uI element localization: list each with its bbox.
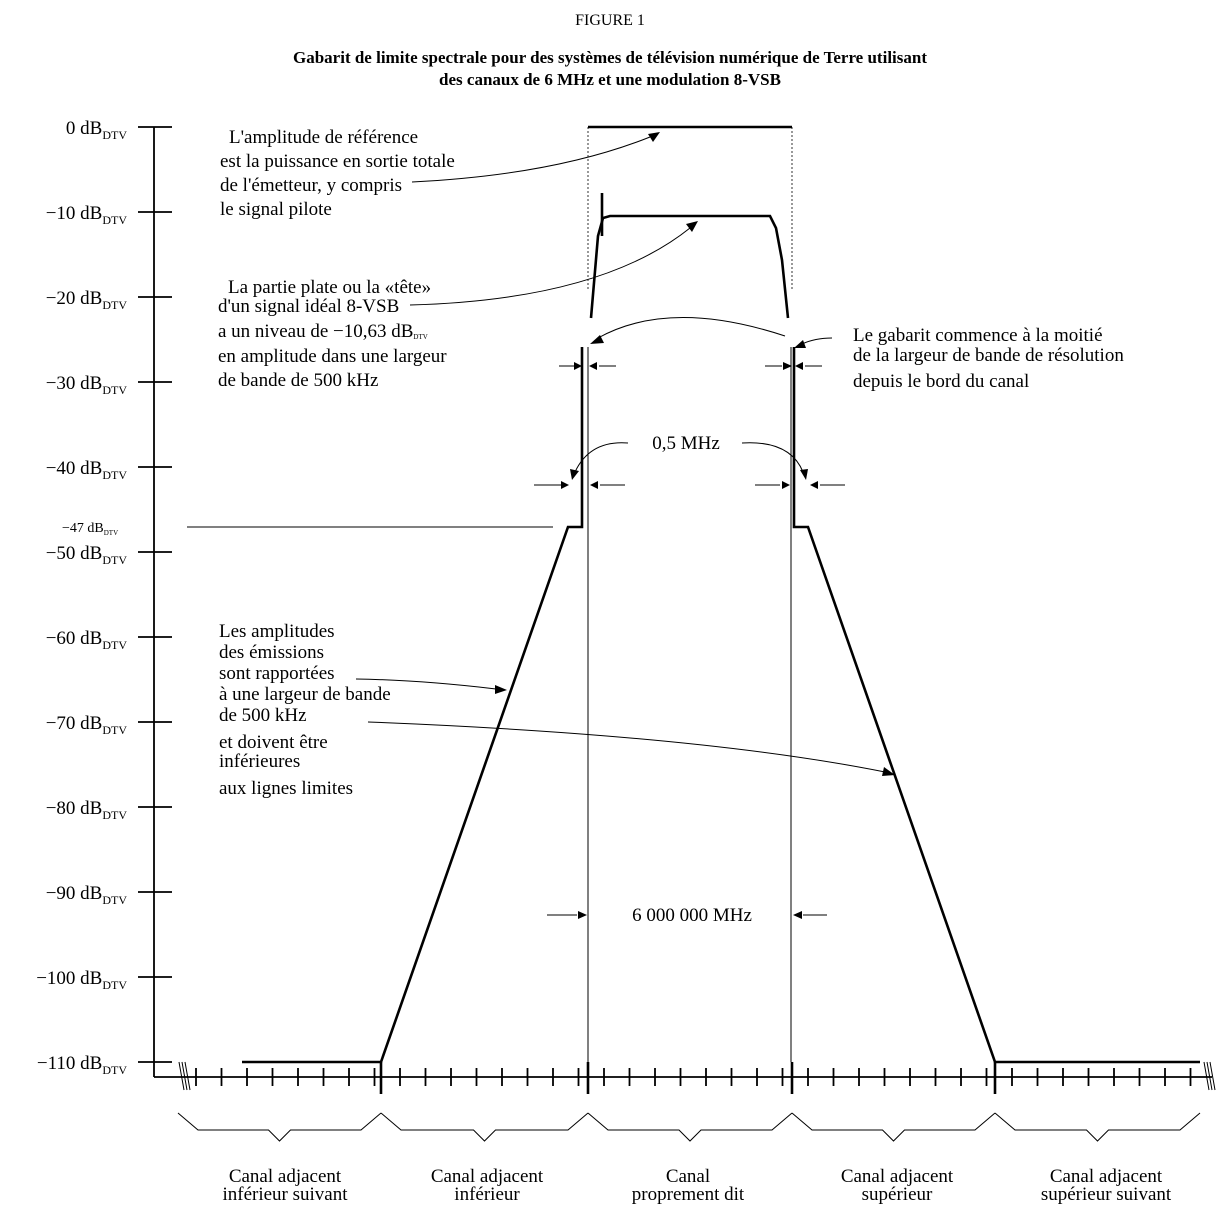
mask-start-annotation: Le gabarit commence à la moitié de la la… [853, 325, 1129, 392]
channel-braces [177, 1112, 1201, 1142]
channel-brace-2 [587, 1112, 793, 1142]
channel-label-1: Canal adjacent inférieur [431, 1166, 544, 1205]
spectral-mask-right [792, 347, 1200, 1064]
y-tick-label-1: −10 dBDTV [46, 203, 128, 227]
y-tick-label-11: −110 dBDTV [37, 1053, 127, 1077]
y-axis-ticks: 0 dBDTV −10 dBDTV −20 dBDTV −30 dBDTV −40 dB… [36, 118, 172, 1077]
channel-brace-0 [177, 1112, 382, 1142]
y-tick-label-4: −40 dBDTV [46, 458, 128, 482]
y-axis: 0 dBDTV −10 dBDTV −20 dBDTV −30 dBDTV −40 dB… [36, 118, 553, 1077]
x-axis-ticks [195, 1062, 1192, 1094]
emissions-annotation: Les amplitudes des émissions sont rappor… [219, 621, 395, 799]
ideal-8vsb-spectrum [589, 214, 790, 319]
reference-annotation: L'amplitude de référence est la puissanc… [220, 127, 460, 220]
x-axis [154, 1061, 1216, 1094]
mask-start-arrows [559, 362, 822, 370]
spectral-mask-left [242, 347, 584, 1064]
y-tick-label-2: −20 dBDTV [46, 288, 128, 312]
y-tick-label-9: −90 dBDTV [46, 883, 128, 907]
channel-brace-4 [994, 1112, 1201, 1142]
channel-label-3: Canal adjacent supérieur [841, 1166, 954, 1205]
channel-width-arrows [547, 911, 827, 919]
axis-break-left [178, 1061, 191, 1091]
channel-label-0: Canal adjacent inférieur suivant [222, 1166, 348, 1205]
y-tick-label-0: 0 dBDTV [66, 118, 127, 142]
y-tick-label-6: −60 dBDTV [46, 628, 128, 652]
y-tick-label-8: −80 dBDTV [46, 798, 128, 822]
figure-title-line-1: Gabarit de limite spectrale pour des sys… [293, 48, 927, 67]
y-tick-label-7: −70 dBDTV [46, 713, 128, 737]
y-tick-label-5: −50 dBDTV [46, 543, 128, 567]
figure-title-line-2: des canaux de 6 MHz et une modulation 8-… [439, 70, 781, 89]
channel-brace-3 [791, 1112, 996, 1142]
half-mhz-label: 0,5 MHz [652, 433, 720, 454]
axis-break-right [1203, 1061, 1216, 1091]
channel-label-2: Canal proprement dit [632, 1166, 745, 1205]
channel-width-label: 6 000 000 MHz [632, 905, 752, 926]
y-tick-label-3: −30 dBDTV [46, 373, 128, 397]
flat-top-annotation: La partie plate ou la «tête» d'un signal… [218, 277, 451, 391]
channel-brace-1 [380, 1112, 589, 1142]
marker-47-label: −47 dBDTV [62, 521, 118, 537]
channel-labels: Canal adjacent inférieur suivant Canal adj… [222, 1166, 1171, 1205]
half-mhz-arrows [534, 481, 845, 489]
y-tick-label-10: −100 dBDTV [36, 968, 127, 992]
channel-label-4: Canal adjacent supérieur suivant [1041, 1166, 1172, 1205]
annotation-leaders [355, 132, 895, 776]
figure-label: FIGURE 1 [575, 12, 645, 29]
